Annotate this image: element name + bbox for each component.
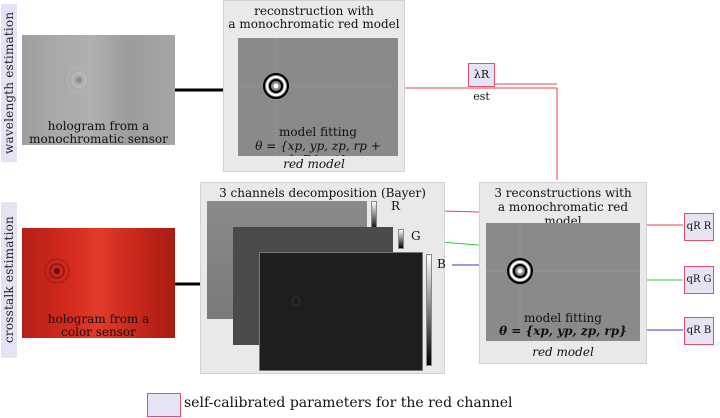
bottom-recon-model-fitting: model fitting <box>524 311 602 325</box>
bottom-reconstruction-image: model fitting θ = {xp, yp, zp, rp} <box>486 223 640 341</box>
channel-r-label: R <box>391 199 401 213</box>
legend-text: self-calibrated parameters for the red c… <box>184 395 513 411</box>
bottom-recon-model-label: red model <box>532 345 594 359</box>
hologram-fringe-icon <box>291 296 301 306</box>
channel-b-label: B <box>437 257 446 271</box>
bottom-recon-formula: θ = {xp, yp, zp, rp} <box>499 324 627 338</box>
top-reconstruction-image: model fitting θ = {xp, yp, zp, rp + λ_R^… <box>238 38 398 156</box>
top-recon-model-fitting: model fitting <box>279 125 357 139</box>
particle-rings-icon <box>238 38 398 156</box>
top-reconstruction-panel: reconstruction with a monochromatic red … <box>223 0 405 172</box>
channel-g-label: G <box>411 229 421 243</box>
wavelength-estimation-label: wavelength estimation <box>1 4 17 162</box>
bottom-hologram-caption-2: color sensor <box>61 325 136 338</box>
monochromatic-hologram: hologram from a monochromatic sensor <box>22 35 175 145</box>
particle-rings-icon <box>486 223 640 341</box>
lambda-connector <box>403 87 558 180</box>
hologram-fringe-icon <box>66 67 92 93</box>
top-recon-formula: θ = {xp, yp, zp, rp + λ_R^est} <box>255 139 381 156</box>
lambda-estimate-param: λR est <box>468 63 495 103</box>
bottom-reconstruction-panel: 3 reconstructions with a monochromatic r… <box>479 182 647 364</box>
legend-swatch <box>147 393 181 417</box>
q-r-param: qR R <box>684 213 714 241</box>
top-recon-title-2: a monochromatic red model <box>228 17 400 31</box>
q-g-param: qR G <box>684 266 714 294</box>
decomp-title: 3 channels decomposition (Bayer) <box>219 186 426 200</box>
top-recon-model-label: red model <box>283 157 345 171</box>
color-hologram: hologram from a color sensor <box>22 228 175 338</box>
channel-b-colorbar <box>426 254 432 366</box>
channel-b-image <box>259 252 423 371</box>
top-hologram-caption-1: hologram from a <box>47 119 150 133</box>
bottom-hologram-caption-1: hologram from a <box>47 312 150 326</box>
channel-g-colorbar <box>398 229 404 249</box>
top-recon-title-1: reconstruction with <box>254 4 374 18</box>
top-hologram-caption-2: monochromatic sensor <box>29 132 168 145</box>
bottom-recon-title-1: 3 reconstructions with <box>494 186 632 200</box>
q-b-param: qR B <box>684 317 714 345</box>
hologram-fringe-icon <box>44 258 70 284</box>
crosstalk-estimation-label: crosstalk estimation <box>1 202 17 358</box>
